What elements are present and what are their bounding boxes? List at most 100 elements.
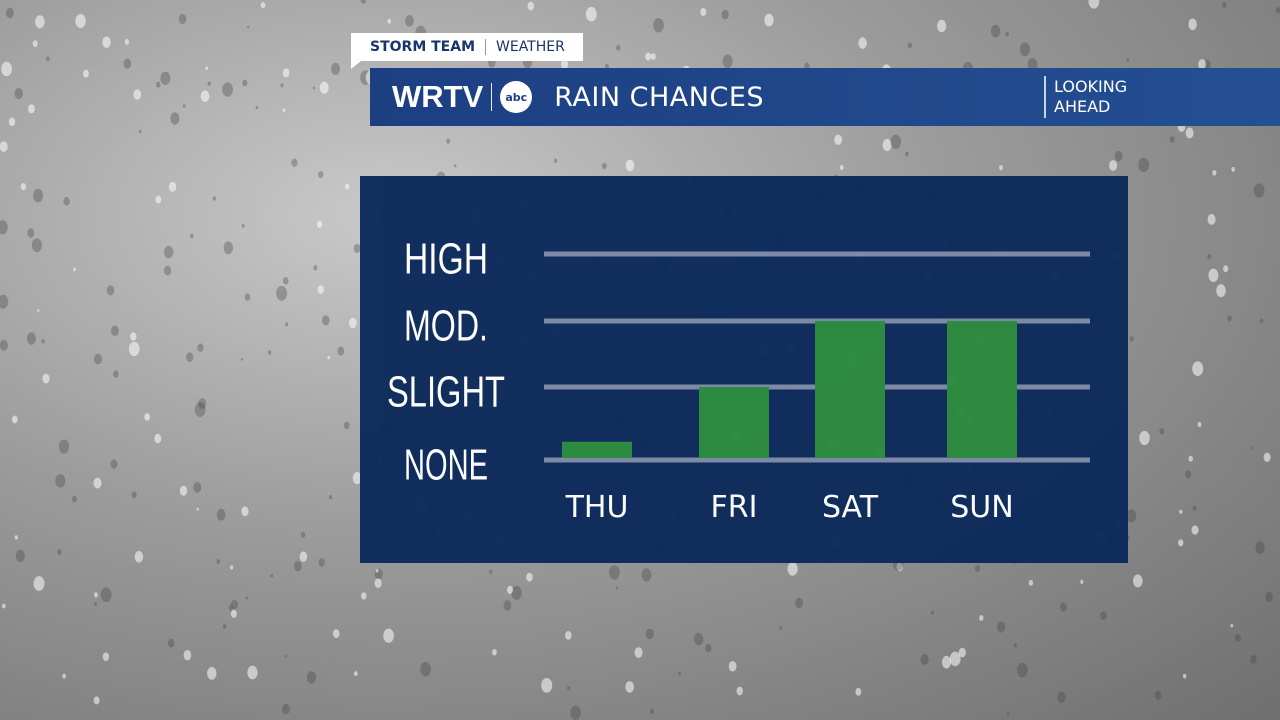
rain-drop (1191, 525, 1199, 535)
rain-drop (244, 293, 251, 301)
rain-drop (1263, 452, 1271, 462)
rain-drop (196, 507, 199, 511)
rain-drop (1192, 361, 1204, 377)
rain-drop (561, 59, 569, 70)
rain-drop (527, 1, 534, 11)
rain-drop (634, 647, 643, 658)
rain-drop (1027, 58, 1038, 72)
rain-drop (207, 666, 217, 680)
rain-drop (15, 549, 25, 563)
y-axis-label: SLIGHT (387, 368, 505, 417)
rain-drop (222, 82, 233, 97)
looking-ahead-label: LOOKING AHEAD (1044, 76, 1127, 118)
tag-divider (485, 39, 486, 55)
rain-drop (779, 626, 782, 630)
rain-drop (110, 459, 118, 469)
rain-drop (1028, 579, 1034, 586)
rain-drop (72, 495, 77, 503)
rain-drop (183, 650, 192, 661)
rain-drop (0, 220, 8, 235)
rain-drop (223, 241, 233, 255)
rain-drop (941, 655, 952, 669)
rain-drop (736, 686, 743, 696)
rain-drop (997, 621, 1006, 633)
y-axis-label: MOD. (404, 302, 488, 351)
rain-drop (5, 7, 14, 19)
rain-drop (194, 402, 206, 417)
rain-drop (255, 105, 259, 110)
rain-drop (312, 86, 316, 90)
rain-drop (1250, 655, 1257, 664)
rain-drop (492, 649, 497, 656)
rain-drop (585, 6, 597, 22)
rain-drop (360, 0, 367, 4)
rain-drop (276, 285, 288, 301)
rain-drop (1088, 0, 1100, 9)
bar-fri (699, 387, 769, 458)
rain-drop (186, 352, 194, 363)
rain-drop (345, 183, 350, 190)
rain-drop (322, 315, 330, 326)
rain-drop (930, 610, 935, 615)
rain-drop (94, 592, 98, 598)
rain-drop (1265, 591, 1273, 603)
rain-drop (14, 535, 18, 540)
rain-drop (285, 322, 289, 327)
rain-drop (348, 317, 357, 329)
rain-drop (361, 592, 367, 600)
rain-drop (907, 42, 913, 49)
station-logo: WRTV (392, 79, 484, 114)
rain-drop (353, 671, 358, 677)
rain-drop (138, 129, 142, 134)
rain-drop (300, 532, 306, 538)
rain-drop (1251, 446, 1254, 450)
rain-drop (102, 652, 110, 661)
rain-drop (920, 654, 929, 665)
rain-drop (332, 629, 340, 639)
rain-drop (1100, 611, 1107, 621)
rain-drop (316, 220, 323, 228)
rain-drop (1139, 430, 1150, 446)
rain-drop (609, 565, 620, 580)
rain-drop (75, 14, 86, 28)
rain-drop (241, 223, 245, 228)
rain-drop (958, 647, 966, 658)
rain-drop (1178, 539, 1184, 547)
rain-drop (1059, 602, 1067, 612)
storm-team-tag: STORM TEAM WEATHER (351, 33, 583, 61)
rain-drop (134, 551, 144, 563)
rain-drop (113, 370, 119, 378)
rain-drop (653, 18, 664, 33)
rain-drop (678, 671, 682, 676)
rain-drop (855, 687, 862, 696)
rain-drop (974, 565, 981, 572)
y-axis-label: HIGH (404, 235, 488, 284)
rain-drop (405, 14, 414, 27)
title-bar: WRTV abc RAIN CHANCES LOOKING AHEAD (370, 68, 1280, 126)
rain-drop (94, 353, 102, 365)
rain-drop (375, 568, 379, 573)
rain-drop (1185, 127, 1194, 139)
rain-drop (198, 398, 207, 409)
rain-drop (1126, 509, 1137, 523)
rain-drop (282, 108, 286, 112)
rain-drop (1129, 336, 1134, 342)
rain-drop (567, 686, 571, 691)
rain-drop (299, 551, 308, 562)
rain-drop (241, 357, 244, 361)
rain-drop (190, 233, 194, 239)
y-axis-label: NONE (404, 441, 488, 490)
rain-drop (503, 600, 512, 611)
rain-drop (1253, 183, 1265, 198)
rain-drop (26, 332, 36, 345)
rain-drop (216, 559, 221, 564)
rain-drop (694, 632, 704, 646)
rain-drop (131, 491, 137, 499)
rain-drop (1216, 284, 1226, 298)
rain-drop (645, 52, 652, 61)
rain-drop (721, 9, 729, 20)
rain-drop (1197, 421, 1202, 428)
rain-drop (979, 615, 984, 621)
rain-drop (154, 433, 162, 444)
rain-drop (353, 243, 361, 253)
